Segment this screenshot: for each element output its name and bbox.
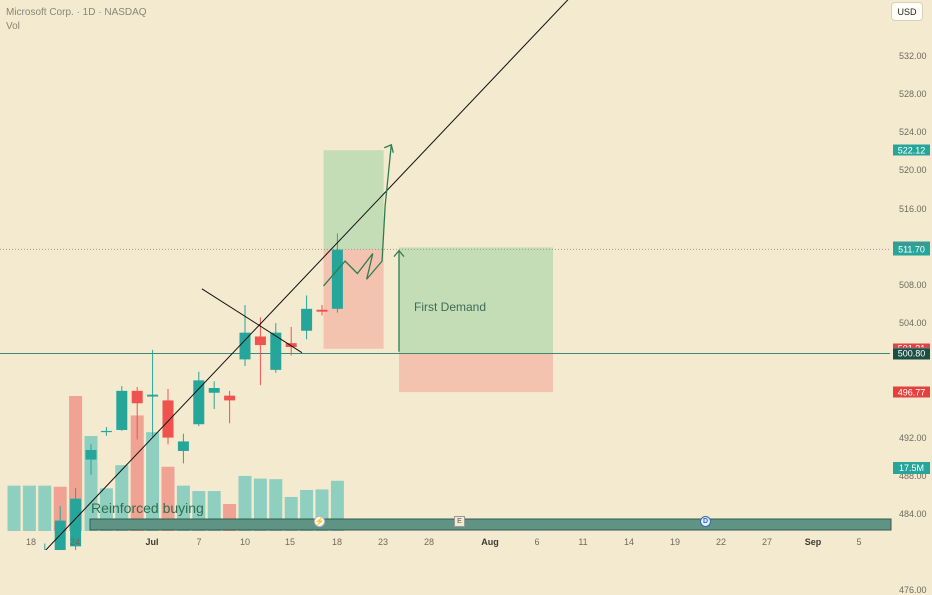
candle-body [70, 498, 82, 547]
price-label: 500.80 [893, 348, 930, 360]
date-tick: 18 [331, 537, 343, 547]
price-label: 511.70 [893, 244, 930, 256]
price-tick: 520.00 [899, 165, 927, 176]
candle-body [208, 387, 220, 393]
position-zones[interactable] [323, 150, 553, 393]
candle-body [162, 400, 174, 438]
date-tick: 11 [578, 537, 588, 547]
date-tick: 23 [377, 537, 389, 547]
projection-arrowhead [384, 143, 394, 153]
candle-body [331, 249, 343, 309]
price-tick: 532.00 [899, 51, 927, 61]
symbol-legend: Microsoft Corp. · 1D · NASDAQ Vol [6, 6, 147, 34]
split-event-icon[interactable]: ⚡ [314, 516, 325, 527]
date-tick: Aug [481, 537, 499, 547]
volume-bar [22, 485, 36, 531]
first-demand-label[interactable]: First Demand [414, 300, 487, 314]
long-position-2-stop-zone [399, 353, 553, 393]
candle-body [254, 336, 266, 346]
volume-value-label: 17.5M [893, 462, 930, 474]
date-tick: 14 [623, 537, 635, 547]
date-tick: 7 [196, 537, 202, 547]
price-tick: 492.00 [899, 432, 927, 443]
candle-body [177, 441, 189, 451]
price-tick: 484.00 [899, 508, 927, 519]
candle-body [147, 394, 159, 397]
volume-bar [115, 465, 129, 531]
volume-bar [238, 475, 252, 531]
price-tick: 476.00 [899, 585, 927, 595]
candle-body [100, 430, 112, 433]
projection-path [323, 144, 392, 287]
date-tick: Jul [145, 537, 159, 547]
candle-body [224, 395, 236, 401]
date-tick: 6 [534, 537, 540, 547]
date-tick: 10 [239, 537, 251, 547]
candle-body [285, 343, 297, 347]
date-tick: 27 [761, 537, 773, 547]
reinforced-buying-label[interactable]: Reinforced buying [91, 500, 204, 516]
volume-bar [130, 415, 144, 531]
price-label: 522.12 [893, 144, 930, 156]
volume-bar [253, 478, 267, 531]
volume-bar [161, 466, 175, 531]
volume-bar [38, 485, 52, 531]
vol-legend: Vol [6, 21, 20, 32]
candle-body [239, 332, 251, 360]
date-tick: 15 [284, 537, 296, 547]
date-tick: 19 [669, 537, 681, 547]
date-tick: 22 [715, 537, 727, 547]
price-tick: 488.00 [899, 470, 927, 481]
demand-arrowhead [393, 249, 405, 258]
horizontal-line[interactable] [0, 248, 890, 354]
chart-canvas[interactable] [0, 0, 932, 550]
symbol-line: Microsoft Corp. · 1D · NASDAQ [6, 7, 147, 18]
dividend-event-icon[interactable]: D [700, 516, 711, 527]
volume-bar [69, 396, 83, 531]
price-tick: 508.00 [899, 279, 927, 290]
earnings-event-icon[interactable]: E [454, 516, 465, 527]
pennant-line [201, 288, 303, 354]
date-tick: Sep [804, 537, 822, 547]
price-tick: 516.00 [899, 203, 927, 214]
trendline [45, 0, 569, 550]
date-tick: 18 [25, 537, 37, 547]
drawings[interactable] [0, 0, 687, 550]
volume-bar [84, 435, 98, 531]
date-tick: 24 [69, 537, 81, 547]
volume-bar [146, 432, 160, 531]
date-tick: 5 [856, 537, 862, 547]
candle-body [116, 390, 128, 430]
long-position-2-profit-zone [399, 247, 553, 354]
volume-bar [7, 485, 21, 531]
price-tick: 504.00 [899, 318, 927, 329]
candle-body [193, 380, 205, 425]
price-tick: 528.00 [899, 89, 927, 100]
volume-bar [269, 479, 283, 531]
date-tick: 28 [423, 537, 435, 547]
candle-body [316, 309, 328, 312]
currency-button[interactable]: USD [891, 2, 923, 21]
candle-body [131, 390, 143, 404]
price-label: 496.77 [893, 386, 930, 398]
long-position-1-profit-zone [323, 150, 384, 250]
price-tick: 524.00 [899, 127, 927, 138]
candle-body [85, 450, 97, 460]
volume-bar [330, 480, 344, 531]
candle-body [301, 308, 313, 331]
candle-body [270, 332, 282, 370]
event-strip [89, 518, 892, 531]
